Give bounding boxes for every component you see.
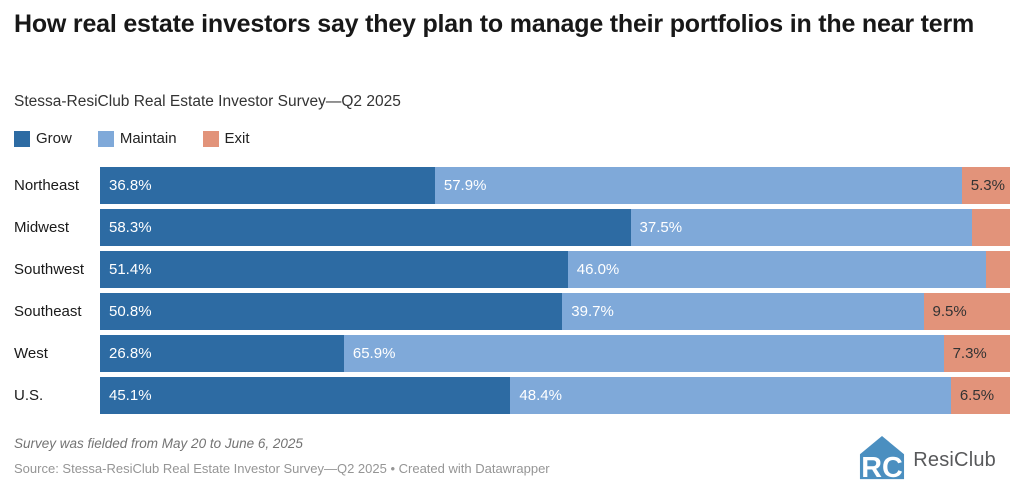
bar-segment-maintain: 48.4% [510, 377, 951, 414]
legend-label: Grow [36, 130, 72, 147]
bar-segment-exit: 9.5% [923, 293, 1010, 330]
chart-subtitle: Stessa-ResiClub Real Estate Investor Sur… [14, 93, 401, 110]
chart-row: Northeast 36.8% 57.9% 5.3% [14, 167, 1010, 204]
legend-item-maintain: Maintain [97, 130, 177, 147]
bar-value-label: 6.5% [959, 387, 995, 404]
legend-swatch [14, 130, 30, 147]
bar-segment-exit: 6.5% [950, 377, 1010, 414]
legend-item-grow: Grow [14, 130, 72, 147]
bar-segment-maintain: 65.9% [343, 335, 944, 372]
bar-segment-maintain: 46.0% [567, 251, 987, 288]
survey-note: Survey was fielded from May 20 to June 6… [14, 436, 303, 451]
bar-value-label: 50.8% [109, 303, 152, 320]
chart-title: How real estate investors say they plan … [14, 10, 975, 38]
bar-segment-grow: 50.8% [100, 293, 563, 330]
bar-value-label: 57.9% [443, 177, 487, 194]
bar-segment-exit: 5.3% [961, 167, 1010, 204]
bar-segment-grow: 36.8% [100, 167, 435, 204]
bar-value-label: 46.0% [576, 261, 620, 278]
bar-segment-exit: 7.3% [943, 335, 1010, 372]
bar-segment-grow: 26.8% [100, 335, 344, 372]
legend: Grow Maintain Exit [14, 130, 250, 147]
source-line: Source: Stessa-ResiClub Real Estate Inve… [14, 461, 550, 476]
bar-segment-grow: 58.3% [100, 209, 631, 246]
legend-swatch [97, 130, 114, 147]
category-label: Northeast [14, 177, 80, 194]
resiclub-logo-text: ResiClub [913, 448, 996, 471]
legend-item-exit: Exit [202, 130, 250, 147]
legend-label: Exit [224, 130, 250, 147]
bar-value-label: 26.8% [109, 345, 152, 362]
bar-value-label: 39.7% [571, 303, 614, 320]
bar-value-label: 51.4% [109, 261, 152, 278]
stacked-bar: 45.1% 48.4% 6.5% [100, 377, 1010, 414]
bar-segment-grow: 45.1% [100, 377, 511, 414]
stacked-bar: 51.4% 46.0% [100, 251, 1010, 288]
chart-row: Midwest 58.3% 37.5% [14, 209, 1010, 246]
stacked-bar-chart: Northeast 36.8% 57.9% 5.3% Midwest 58.3% 37.5%… [14, 167, 1010, 419]
chart-row: Southeast 50.8% 39.7% 9.5% [14, 293, 1010, 330]
category-label: Southeast [14, 303, 82, 320]
category-label: West [14, 345, 48, 362]
resiclub-logo: RC ResiClub [859, 435, 996, 485]
stacked-bar: 58.3% 37.5% [100, 209, 1010, 246]
bar-segment-maintain: 39.7% [562, 293, 924, 330]
bar-value-label: 9.5% [932, 303, 967, 320]
bar-segment-maintain: 37.5% [630, 209, 972, 246]
bar-segment-maintain: 57.9% [434, 167, 962, 204]
legend-label: Maintain [119, 130, 177, 147]
chart-row: U.S. 45.1% 48.4% 6.5% [14, 377, 1010, 414]
stacked-bar: 26.8% 65.9% 7.3% [100, 335, 1010, 372]
bar-value-label: 48.4% [519, 387, 562, 404]
bar-value-label: 5.3% [970, 177, 1005, 194]
bar-segment-exit [986, 251, 1010, 288]
bar-value-label: 7.3% [952, 345, 987, 362]
chart-row: West 26.8% 65.9% 7.3% [14, 335, 1010, 372]
bar-value-label: 58.3% [109, 219, 152, 236]
svg-text:RC: RC [861, 452, 903, 484]
category-label: Southwest [14, 261, 85, 278]
category-label: Midwest [14, 219, 70, 236]
chart-row: Southwest 51.4% 46.0% [14, 251, 1010, 288]
bar-value-label: 37.5% [639, 219, 683, 236]
legend-swatch [202, 130, 219, 147]
bar-value-label: 65.9% [352, 345, 396, 362]
bar-value-label: 45.1% [109, 387, 152, 404]
stacked-bar: 36.8% 57.9% 5.3% [100, 167, 1010, 204]
resiclub-house-icon: RC [859, 435, 905, 485]
bar-segment-exit [971, 209, 1010, 246]
stacked-bar: 50.8% 39.7% 9.5% [100, 293, 1010, 330]
bar-segment-grow: 51.4% [100, 251, 568, 288]
bar-value-label: 36.8% [109, 177, 152, 194]
category-label: U.S. [14, 387, 44, 404]
